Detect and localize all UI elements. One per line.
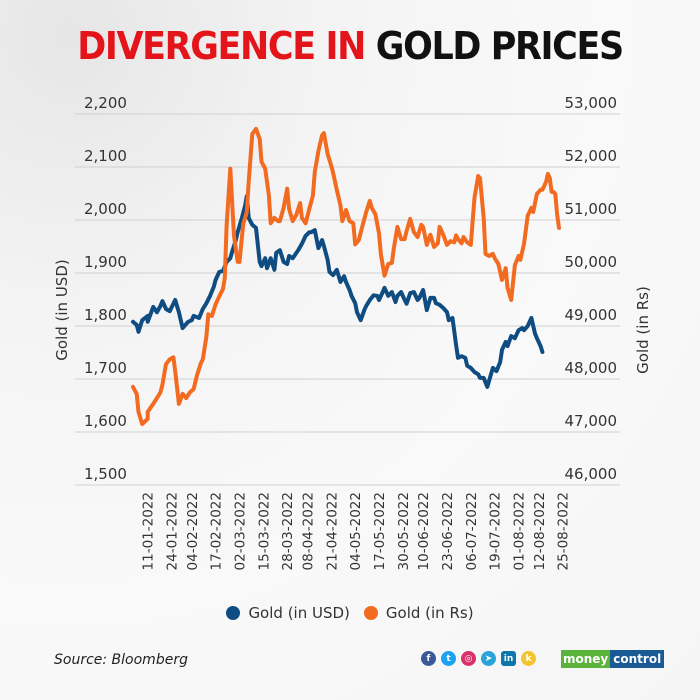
x-tick-label: 17-02-2022 [209,492,225,570]
legend-label-rs: Gold (in Rs) [385,604,474,622]
y-tick-left: 2,100 [84,147,127,165]
y-tick-left: 1,800 [84,306,127,324]
legend-item-usd[interactable]: Gold (in USD) [226,604,350,622]
y-tick-right: 49,000 [565,306,618,324]
title-part-red: DIVERGENCE IN [77,24,366,68]
x-tick-label: 01-08-2022 [512,492,528,570]
brand-part-control: control [610,650,665,668]
series-lines [131,126,561,427]
legend-label-usd: Gold (in USD) [248,604,350,622]
x-tick-label: 04-05-2022 [348,492,364,570]
instagram-icon[interactable]: ◎ [461,651,476,666]
x-tick-label: 15-03-2022 [256,492,272,570]
y-axis-right-title: Gold (in Rs) [634,286,652,374]
x-tick-label: 25-08-2022 [556,492,572,570]
y-tick-right: 47,000 [565,412,618,430]
x-tick-label: 06-07-2022 [464,492,480,570]
y-tick-right: 53,000 [565,94,618,112]
x-tick-label: 19-07-2022 [488,492,504,570]
telegram-icon[interactable]: ➤ [481,651,496,666]
title-part-black: GOLD PRICES [375,24,624,68]
y-axis-left-title: Gold (in USD) [53,259,71,360]
x-tick-label: 02-03-2022 [232,492,248,570]
source-note: Source: Bloomberg [54,652,188,668]
koo-icon[interactable]: k [521,651,536,666]
y-axis-left-ticks: 1,500 1,600 1,700 1,800 1,900 2,000 2,100 2,200 [84,94,127,483]
series-line-rs [131,126,561,427]
y-tick-right: 51,000 [565,200,618,218]
y-axis-right-ticks: 46,000 47,000 48,000 49,000 50,000 51,000 52,0… [565,94,618,483]
brand-part-money: money [561,650,611,668]
x-tick-label: 10-06-2022 [416,492,432,570]
y-tick-right: 52,000 [565,147,618,165]
y-tick-left: 1,700 [84,359,127,377]
legend: Gold (in USD) Gold (in Rs) [0,604,700,622]
y-tick-left: 1,500 [84,465,127,483]
legend-marker-rs [363,606,378,620]
gridlines [75,113,620,486]
x-tick-label: 04-02-2022 [185,492,201,570]
y-tick-left: 1,900 [84,253,127,271]
x-tick-label: 28-03-2022 [280,492,296,570]
linkedin-icon[interactable]: in [501,651,516,666]
moneycontrol-logo[interactable]: money control [561,650,665,668]
y-tick-left: 1,600 [84,412,127,430]
x-tick-label: 17-05-2022 [372,492,388,570]
y-tick-right: 48,000 [565,359,618,377]
x-tick-label: 12-08-2022 [532,492,548,570]
x-axis-ticks: 11-01-2022 24-01-2022 04-02-2022 17-02-2022… [141,492,572,570]
social-icons: f t ◎ ➤ in k [421,651,536,666]
x-tick-label: 23-06-2022 [440,492,456,570]
x-tick-label: 21-04-2022 [324,492,340,570]
chart-title: DIVERGENCE IN GOLD PRICES [28,24,672,68]
facebook-icon[interactable]: f [421,651,436,666]
y-tick-left: 2,000 [84,200,127,218]
twitter-icon[interactable]: t [441,651,456,666]
y-tick-left: 2,200 [84,94,127,112]
x-tick-label: 11-01-2022 [141,492,157,570]
x-tick-label: 30-05-2022 [396,492,412,570]
legend-item-rs[interactable]: Gold (in Rs) [363,604,474,622]
legend-marker-usd [226,606,241,620]
x-tick-label: 08-04-2022 [300,492,316,570]
y-tick-right: 46,000 [565,465,618,483]
x-tick-label: 24-01-2022 [165,492,181,570]
y-tick-right: 50,000 [565,253,618,271]
series-line-usd [131,194,545,389]
